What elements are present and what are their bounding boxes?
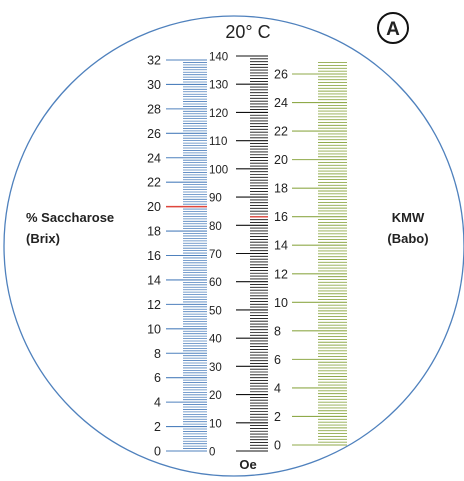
- brix-tick-label: 18: [147, 225, 161, 239]
- brix-title-line1: % Saccharose: [26, 210, 114, 225]
- oechsle-tick-label: 120: [209, 108, 228, 120]
- brix-tick-label: 26: [147, 127, 161, 141]
- brix-tick-label: 24: [147, 151, 161, 165]
- brix-tick-label: 2: [154, 420, 161, 434]
- oechsle-tick-label: 40: [209, 334, 222, 346]
- babo-tick-label: 12: [274, 267, 288, 281]
- brix-tick-label: 16: [147, 249, 161, 263]
- oechsle-tick-label: 10: [209, 418, 222, 430]
- babo-title-line2: (Babo): [387, 231, 428, 246]
- brix-tick-label: 10: [147, 322, 161, 336]
- brix-tick-label: 14: [147, 273, 161, 287]
- babo-tick-label: 2: [274, 410, 281, 424]
- scale-labels: 0246810121416182022242628303201020304050…: [147, 52, 288, 459]
- babo-scale: [292, 62, 347, 446]
- oechsle-tick-label: 130: [209, 80, 228, 92]
- brix-tick-label: 6: [154, 371, 161, 385]
- oechsle-unit-label: Oe: [239, 457, 256, 472]
- oechsle-tick-label: 60: [209, 277, 222, 289]
- brix-tick-label: 28: [147, 102, 161, 116]
- marker-label: A: [386, 19, 400, 40]
- babo-tick-label: 6: [274, 353, 281, 367]
- brix-tick-label: 22: [147, 176, 161, 190]
- brix-tick-label: 20: [147, 200, 161, 214]
- marker-circle: [377, 12, 409, 44]
- babo-tick-label: 10: [274, 296, 288, 310]
- brix-tick-label: 32: [147, 54, 161, 68]
- brix-tick-label: 12: [147, 298, 161, 312]
- oechsle-tick-label: 20: [209, 390, 222, 402]
- babo-tick-label: 26: [274, 68, 288, 82]
- babo-tick-label: 14: [274, 239, 288, 253]
- oechsle-tick-label: 70: [209, 249, 222, 261]
- oechsle-tick-label: 0: [209, 447, 215, 459]
- babo-tick-label: 0: [274, 439, 281, 453]
- babo-title-line1: KMW: [392, 210, 425, 225]
- oechsle-tick-label: 110: [209, 136, 227, 148]
- oechsle-tick-label: 140: [209, 52, 228, 64]
- brix-tick-label: 0: [154, 445, 161, 459]
- oechsle-tick-label: 100: [209, 164, 228, 176]
- oechsle-tick-label: 90: [209, 193, 222, 205]
- temperature-title: 20° C: [225, 22, 270, 42]
- brix-tick-label: 30: [147, 78, 161, 92]
- babo-tick-label: 18: [274, 182, 288, 196]
- oechsle-tick-label: 80: [209, 221, 222, 233]
- oechsle-tick-label: 30: [209, 362, 222, 374]
- brix-title-line2: (Brix): [26, 231, 60, 246]
- babo-tick-label: 4: [274, 381, 281, 395]
- oechsle-tick-label: 50: [209, 305, 222, 317]
- babo-tick-label: 22: [274, 125, 288, 139]
- brix-tick-label: 8: [154, 347, 161, 361]
- lens-circle: [3, 15, 464, 477]
- babo-tick-label: 20: [274, 153, 288, 167]
- oechsle-scale: [236, 55, 268, 452]
- babo-tick-label: 16: [274, 210, 288, 224]
- brix-scale: [166, 59, 207, 452]
- babo-tick-label: 24: [274, 96, 288, 110]
- babo-tick-label: 8: [274, 324, 281, 338]
- brix-tick-label: 4: [154, 396, 161, 410]
